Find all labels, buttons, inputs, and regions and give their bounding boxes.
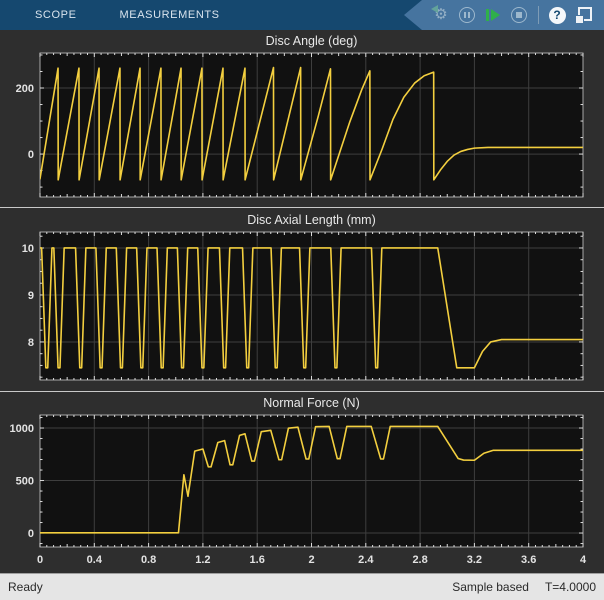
svg-text:4: 4: [580, 554, 587, 566]
simulation-controls-banner: ⚙ ?: [404, 0, 604, 30]
svg-text:3.6: 3.6: [521, 554, 536, 566]
sim-time-label: T=4.0000: [544, 580, 596, 594]
svg-text:2.4: 2.4: [358, 554, 374, 566]
sample-mode-label: Sample based: [452, 580, 529, 594]
step-forward-button[interactable]: [483, 4, 503, 26]
svg-text:0.4: 0.4: [87, 554, 103, 566]
svg-text:0: 0: [37, 554, 43, 566]
step-forward-play-icon: [491, 9, 500, 21]
help-icon: ?: [548, 6, 566, 24]
svg-text:3.2: 3.2: [467, 554, 482, 566]
popout-button[interactable]: [573, 4, 593, 26]
svg-text:0: 0: [28, 528, 34, 540]
pause-icon: [459, 7, 475, 23]
step-back-button[interactable]: ⚙: [431, 4, 451, 26]
help-button[interactable]: ?: [547, 4, 567, 26]
panel-separator-1: [0, 207, 604, 208]
toolstrip: SCOPE MEASUREMENTS ⚙ ?: [0, 0, 604, 30]
svg-text:10: 10: [22, 243, 34, 255]
pause-button[interactable]: [457, 4, 477, 26]
svg-text:9: 9: [28, 290, 34, 302]
svg-text:1.6: 1.6: [250, 554, 265, 566]
step-back-arrow-icon: [431, 5, 438, 13]
tab-measurements[interactable]: MEASUREMENTS: [119, 9, 220, 21]
svg-text:0.8: 0.8: [141, 554, 156, 566]
tab-scope[interactable]: SCOPE: [35, 9, 77, 21]
plot2-title: Disc Axial Length (mm): [247, 213, 376, 227]
plot3-title: Normal Force (N): [263, 396, 360, 410]
status-bar: Ready Sample based T=4.0000: [0, 573, 604, 600]
popout-icon: [574, 6, 592, 24]
svg-text:500: 500: [16, 476, 34, 488]
svg-text:2: 2: [308, 554, 314, 566]
svg-text:1.2: 1.2: [195, 554, 210, 566]
plot1-title: Disc Angle (deg): [265, 34, 358, 48]
svg-text:200: 200: [16, 83, 34, 95]
stop-button[interactable]: [509, 4, 529, 26]
svg-text:1000: 1000: [10, 423, 34, 435]
toolbar-divider: [538, 6, 539, 24]
status-text: Ready: [8, 580, 43, 594]
svg-text:8: 8: [28, 337, 34, 349]
svg-text:0: 0: [28, 149, 34, 161]
svg-text:2.8: 2.8: [412, 554, 427, 566]
step-forward-bar-icon: [486, 9, 489, 21]
stop-icon: [511, 7, 527, 23]
panel-separator-2: [0, 391, 604, 392]
